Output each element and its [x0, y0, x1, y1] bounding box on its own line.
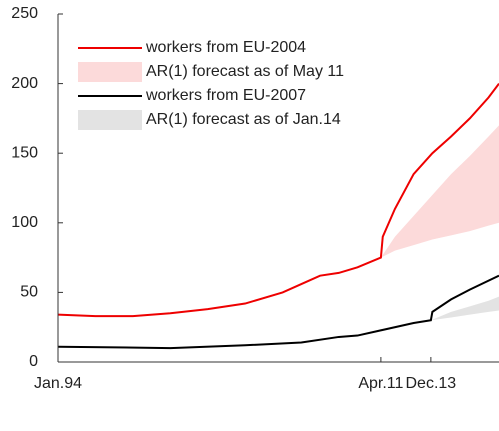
y-tick-label: 0	[29, 353, 38, 370]
legend-label: workers from EU-2007	[145, 87, 306, 104]
y-tick-label: 200	[11, 75, 38, 92]
legend-swatch	[78, 110, 142, 130]
y-tick-label: 250	[11, 5, 38, 22]
legend-swatch	[78, 62, 142, 82]
legend-label: workers from EU-2004	[145, 39, 306, 56]
series-line	[58, 82, 499, 318]
y-tick-label: 150	[11, 144, 38, 161]
y-tick-label: 50	[20, 284, 38, 301]
forecast-band	[380, 125, 499, 258]
x-tick-label: Dec.13	[406, 375, 457, 392]
y-tick-label: 100	[11, 214, 38, 231]
x-tick-label: Jan.94	[34, 375, 82, 392]
forecast-band	[430, 296, 499, 321]
legend-label: AR(1) forecast as of May 11	[146, 63, 344, 80]
series-line	[58, 274, 499, 350]
legend-label: AR(1) forecast as of Jan.14	[146, 111, 341, 128]
plot-area	[58, 82, 499, 350]
x-tick-label: Apr.11	[358, 375, 403, 392]
